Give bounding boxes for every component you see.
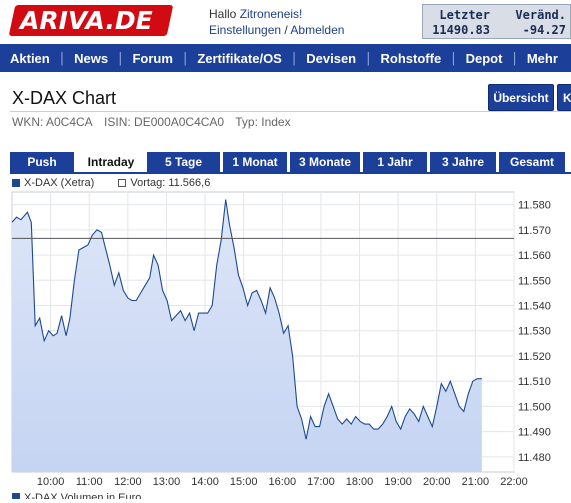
nav-item-mehr[interactable]: Mehr — [526, 50, 558, 66]
nav-item-aktien[interactable]: Aktien — [10, 50, 50, 66]
y-tick-label: 11.520 — [518, 351, 551, 363]
tab-3-jahre[interactable]: 3 Jahre — [430, 152, 496, 172]
x-tick-label: 22:00 — [500, 476, 528, 488]
tab-1-monat[interactable]: 1 Monat — [223, 152, 287, 172]
ticker-change-col: Veränd. -94.27 — [515, 8, 566, 38]
ticker-change-label: Veränd. — [515, 8, 566, 22]
nav-separator: | — [118, 50, 123, 66]
y-tick-label: 11.570 — [518, 225, 551, 237]
legend-previous-label: Vortag: 11.566,6 — [130, 177, 211, 189]
nav-separator: | — [59, 50, 65, 66]
nav-item-forum[interactable]: Forum — [132, 50, 173, 66]
x-tick-label: 13:00 — [153, 476, 181, 488]
ticker-change-value: -94.27 — [522, 23, 566, 37]
username-link[interactable]: Zitroneneis! — [239, 7, 303, 21]
nav-separator: | — [182, 50, 188, 66]
x-tick-label: 14:00 — [191, 476, 219, 488]
nav-separator: | — [291, 50, 297, 66]
y-tick-label: 11.510 — [518, 376, 551, 388]
site-header: ARIVA.DE Hallo Zitroneneis! Einstellunge… — [0, 0, 571, 42]
legend-series-swatch — [12, 179, 20, 188]
nav-separator: | — [512, 50, 517, 66]
k-button[interactable]: K — [557, 84, 571, 111]
chart-svg: 11.480 11.490 11.500 11.510 11.520 11.530 11.5… — [11, 191, 551, 503]
tab-gesamt[interactable]: Gesamt — [499, 152, 565, 172]
nav-item-news[interactable]: News — [74, 50, 109, 66]
nav-item-rohstoffe[interactable]: Rohstoffe — [380, 50, 442, 66]
x-tick-label: 19:00 — [384, 476, 412, 488]
y-tick-label: 11.560 — [518, 250, 551, 262]
y-tick-label: 11.540 — [518, 301, 551, 313]
series-area — [12, 199, 482, 472]
ariva-logo-text[interactable]: ARIVA.DE — [20, 6, 153, 35]
link-separator: / — [281, 23, 291, 37]
user-greeting: Hallo Zitroneneis! Einstellungen / Abmel… — [209, 6, 344, 38]
quote-ticker: Letzter 11490.83 Veränd. -94.27 — [422, 4, 571, 39]
nav-item-devisen[interactable]: Devisen — [306, 50, 357, 66]
settings-link[interactable]: Einstellungen — [209, 23, 282, 37]
ticker-last-label: Letzter — [439, 8, 490, 22]
nav-item-zertifikate-os[interactable]: Zertifikate/OS — [197, 50, 282, 66]
tab-push[interactable]: Push — [10, 152, 74, 172]
x-tick-label: 16:00 — [269, 476, 297, 488]
greeting-prefix: Hallo — [209, 7, 240, 21]
tab-5-tage[interactable]: 5 Tage — [147, 152, 220, 172]
type-text: Typ: Index — [235, 115, 291, 129]
legend-series-label: X-DAX (Xetra) — [24, 177, 95, 189]
instrument-meta: WKN: A0C4CA ISIN: DE000A0C4CA0 Typ: Inde… — [12, 115, 299, 129]
y-tick-label: 11.500 — [518, 401, 551, 413]
overview-button[interactable]: Übersicht — [488, 84, 554, 111]
nav-separator: | — [366, 50, 371, 66]
ticker-last-value: 11490.83 — [432, 23, 490, 37]
y-tick-label: 11.480 — [518, 452, 551, 464]
tab-3-monate[interactable]: 3 Monate — [290, 152, 360, 172]
x-tick-label: 11:00 — [76, 476, 103, 488]
tab-1-jahr[interactable]: 1 Jahr — [363, 152, 427, 172]
series-line — [11, 199, 482, 440]
ticker-last-col: Letzter 11490.83 — [432, 8, 490, 38]
x-tick-label: 15:00 — [230, 476, 258, 488]
y-tick-label: 11.530 — [518, 326, 551, 338]
nav-item-depot[interactable]: Depot — [465, 50, 503, 66]
legend-previous-swatch — [118, 179, 127, 188]
nav-separator: | — [451, 50, 456, 66]
title-divider — [10, 111, 571, 112]
intraday-chart: 11.480 11.490 11.500 11.510 11.520 11.530 11.5… — [0, 188, 571, 503]
x-tick-label: 10:00 — [37, 476, 65, 488]
wkn-text: WKN: A0C4CA — [12, 115, 93, 129]
x-tick-label: 20:00 — [423, 476, 451, 488]
page-title: X-DAX Chart — [12, 88, 117, 108]
x-tick-label: 21:00 — [462, 476, 490, 488]
logout-link[interactable]: Abmelden — [290, 23, 345, 37]
tab-intraday[interactable]: Intraday — [78, 152, 144, 172]
x-tick-label: 12:00 — [114, 476, 142, 488]
y-tick-label: 11.550 — [518, 275, 551, 287]
y-tick-label: 11.490 — [518, 427, 551, 439]
volume-legend-label: X-DAX Volumen in Euro — [24, 492, 141, 499]
volume-legend-swatch — [12, 493, 20, 501]
chart-legend: X-DAX (Xetra) Vortag: 11.566,6 — [12, 177, 210, 189]
isin-text: ISIN: DE000A0C4CA0 — [104, 115, 225, 129]
y-tick-label: 11.580 — [518, 200, 551, 212]
tabs-underline — [10, 172, 571, 174]
x-tick-label: 17:00 — [307, 476, 335, 488]
x-tick-label: 18:00 — [346, 476, 374, 488]
main-nav: Aktien | News | Forum | Zertifikate/OS | Devisen… — [0, 44, 571, 72]
